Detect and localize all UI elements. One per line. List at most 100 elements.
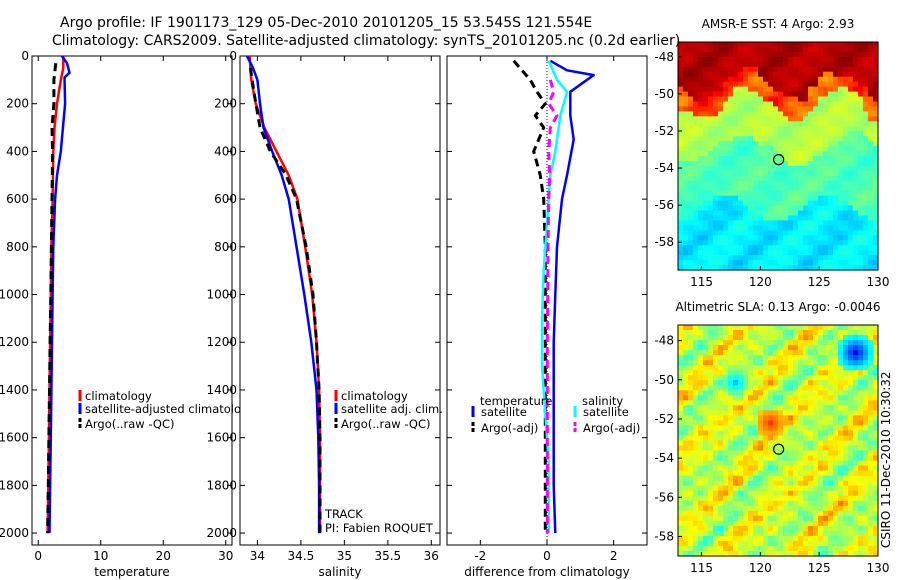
heatmap-cell	[713, 335, 719, 341]
heatmap-cell	[708, 151, 714, 157]
heatmap-cell	[853, 81, 859, 88]
heatmap-cell	[843, 355, 849, 361]
heatmap-cell	[728, 47, 734, 53]
heatmap-cell	[718, 136, 724, 142]
heatmap-cell	[738, 250, 744, 256]
heatmap-cell	[823, 210, 829, 217]
heatmap-cell	[743, 385, 749, 391]
heatmap-cell	[868, 76, 874, 83]
heatmap-cell	[738, 175, 744, 182]
heatmap-cell	[873, 520, 879, 527]
heatmap-cell	[723, 180, 729, 187]
heatmap-cell	[788, 546, 794, 552]
heatmap-cell	[773, 455, 779, 462]
heatmap-cell	[703, 540, 709, 547]
heatmap-cell	[678, 355, 684, 361]
heatmap-cell	[678, 420, 684, 426]
heatmap-cell	[848, 126, 854, 132]
heatmap-cell	[813, 175, 819, 182]
heatmap-cell	[718, 61, 724, 68]
heatmap-cell	[738, 255, 744, 261]
heatmap-cell	[848, 51, 854, 58]
heatmap-cell	[708, 96, 714, 103]
x-tick-label: 30	[218, 549, 233, 563]
heatmap-cell	[688, 515, 694, 522]
heatmap-cell	[683, 121, 689, 127]
heatmap-cell	[778, 111, 784, 117]
heatmap-cell	[743, 106, 749, 112]
heatmap-cell	[708, 480, 714, 487]
heatmap-cell	[798, 116, 804, 122]
heatmap-cell	[678, 255, 684, 261]
heatmap-cell	[768, 42, 774, 48]
heatmap-cell	[808, 96, 814, 103]
heatmap-cell	[713, 175, 719, 182]
heatmap-cell	[698, 91, 704, 98]
heatmap-cell	[688, 350, 694, 356]
heatmap-cell	[768, 126, 774, 132]
heatmap-cell	[753, 200, 759, 207]
heatmap-cell	[823, 385, 829, 391]
heatmap-cell	[863, 475, 869, 482]
heatmap-cell	[873, 131, 879, 137]
heatmap-cell	[708, 225, 714, 231]
heatmap-cell	[793, 405, 799, 411]
heatmap-cell	[723, 106, 729, 112]
heatmap-cell	[733, 360, 739, 366]
heatmap-cell	[738, 355, 744, 361]
heatmap-cell	[748, 435, 754, 442]
heatmap-cell	[688, 180, 694, 187]
heatmap-cell	[748, 395, 754, 401]
heatmap-cell	[713, 265, 719, 271]
heatmap-cell	[813, 141, 819, 147]
heatmap-cell	[758, 360, 764, 366]
heatmap-cell	[678, 220, 684, 226]
heatmap-cell	[823, 505, 829, 512]
heatmap-cell	[698, 240, 704, 246]
heatmap-cell	[853, 96, 859, 103]
heatmap-cell	[703, 330, 709, 336]
heatmap-cell	[868, 195, 874, 202]
heatmap-cell	[808, 210, 814, 217]
heatmap-cell	[848, 76, 854, 83]
heatmap-cell	[798, 250, 804, 256]
heatmap-cell	[853, 141, 859, 147]
heatmap-cell	[783, 480, 789, 487]
heatmap-cell	[693, 445, 699, 452]
heatmap-cell	[708, 380, 714, 386]
heatmap-cell	[718, 265, 724, 271]
heatmap-cell	[853, 175, 859, 182]
sla_map-title: Altimetric SLA: 0.13 Argo: -0.0046	[675, 300, 880, 314]
heatmap-cell	[848, 400, 854, 406]
heatmap-cell	[833, 86, 839, 93]
heatmap-cell	[738, 146, 744, 152]
heatmap-cell	[723, 175, 729, 182]
heatmap-cell	[733, 240, 739, 246]
heatmap-cell	[813, 161, 819, 167]
heatmap-cell	[753, 505, 759, 512]
heatmap-cell	[708, 101, 714, 108]
heatmap-cell	[703, 255, 709, 261]
heatmap-cell	[768, 520, 774, 527]
heatmap-cell	[738, 440, 744, 447]
heatmap-cell	[718, 200, 724, 207]
heatmap-cell	[803, 131, 809, 137]
heatmap-cell	[768, 546, 774, 552]
heatmap-cell	[793, 520, 799, 527]
heatmap-cell	[768, 480, 774, 487]
heatmap-cell	[703, 250, 709, 256]
heatmap-cell	[813, 340, 819, 346]
heatmap-cell	[768, 420, 774, 426]
heatmap-cell	[798, 225, 804, 231]
heatmap-cell	[723, 131, 729, 137]
heatmap-cell	[823, 71, 829, 78]
heatmap-cell	[773, 375, 779, 381]
heatmap-cell	[733, 335, 739, 341]
heatmap-cell	[693, 265, 699, 271]
series-line-argo-raw-qc-	[248, 67, 322, 534]
heatmap-cell	[718, 415, 724, 421]
heatmap-cell	[863, 71, 869, 78]
heatmap-cell	[848, 230, 854, 236]
heatmap-cell	[688, 210, 694, 217]
